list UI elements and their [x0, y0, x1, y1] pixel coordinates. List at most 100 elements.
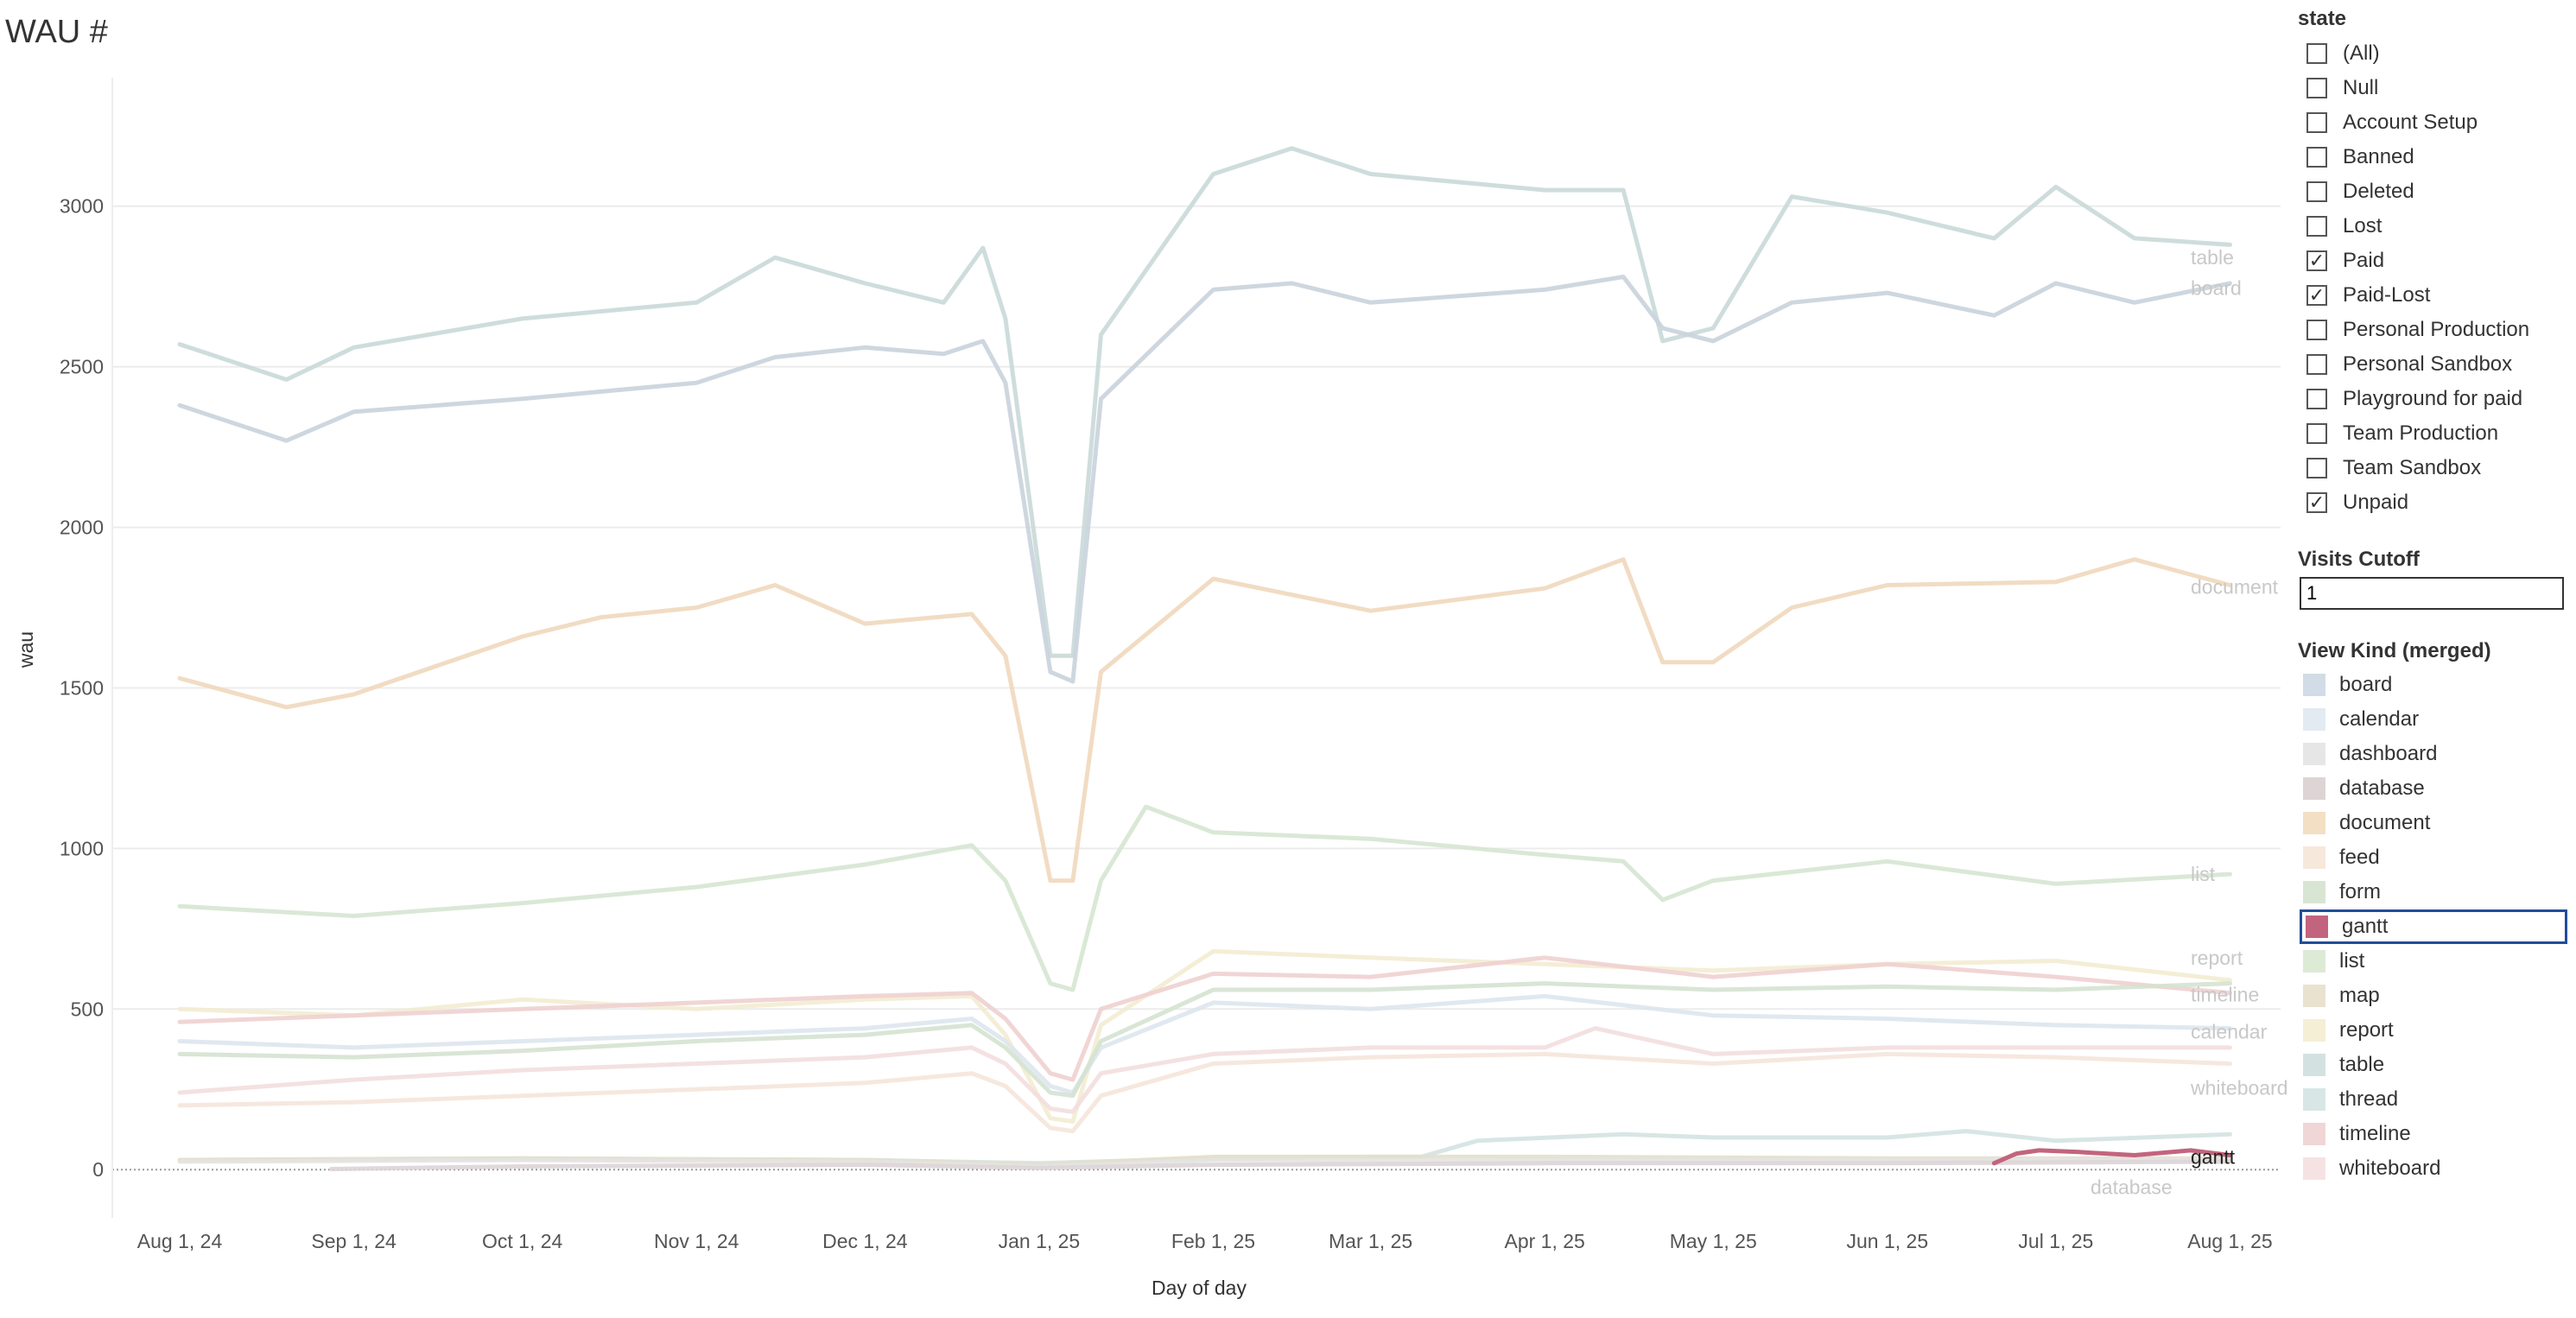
legend-label: thread — [2339, 1087, 2399, 1111]
checkbox-icon[interactable] — [2306, 112, 2327, 133]
series-line-gantt[interactable] — [1991, 1148, 2232, 1166]
checkbox-icon[interactable] — [2306, 389, 2327, 409]
x-tick-label: May 1, 25 — [1670, 1230, 1757, 1252]
legend-label: table — [2339, 1053, 2385, 1076]
state-option[interactable]: Team Sandbox — [2306, 451, 2481, 485]
legend-item-report[interactable]: report — [2300, 1013, 2567, 1048]
series-end-label: list — [2191, 863, 2216, 885]
state-option[interactable]: Null — [2306, 71, 2378, 105]
legend-label: form — [2339, 880, 2381, 903]
state-option-label: Playground for paid — [2343, 387, 2523, 410]
series-line-list[interactable] — [177, 804, 2232, 992]
legend-swatch — [2303, 1088, 2325, 1111]
state-option-label: Paid — [2343, 249, 2385, 272]
legend-item-thread[interactable]: thread — [2300, 1082, 2567, 1117]
state-option[interactable]: Playground for paid — [2306, 382, 2522, 416]
checkbox-icon[interactable] — [2306, 147, 2327, 168]
legend-label: report — [2339, 1018, 2394, 1042]
legend-item-document[interactable]: document — [2300, 806, 2567, 840]
checkbox-icon[interactable] — [2306, 423, 2327, 444]
legend-label: board — [2339, 673, 2393, 696]
legend-item-list[interactable]: list — [2300, 944, 2567, 979]
checked-checkbox-icon[interactable]: ✓ — [2306, 492, 2327, 513]
state-option-label: Paid-Lost — [2343, 283, 2431, 307]
series-line-document[interactable] — [177, 557, 2232, 884]
series-line-dashboard[interactable] — [177, 1157, 2232, 1169]
checkbox-icon[interactable] — [2306, 43, 2327, 64]
y-tick-label: 3000 — [60, 195, 104, 218]
x-tick-label: Feb 1, 25 — [1171, 1230, 1255, 1252]
series-end-label: board — [2191, 277, 2242, 300]
state-option[interactable]: (All) — [2306, 36, 2380, 71]
series-end-label: timeline — [2191, 984, 2259, 1006]
state-option[interactable]: Personal Production — [2306, 313, 2529, 347]
state-option[interactable]: Banned — [2306, 140, 2414, 174]
legend-swatch — [2303, 950, 2325, 973]
state-option[interactable]: ✓ Paid-Lost — [2306, 278, 2430, 313]
legend-item-calendar[interactable]: calendar — [2300, 702, 2567, 737]
state-option-label: Personal Production — [2343, 318, 2530, 341]
legend-label: whiteboard — [2339, 1156, 2441, 1180]
state-option-label: Team Sandbox — [2343, 456, 2482, 479]
legend-item-board[interactable]: board — [2300, 668, 2567, 702]
y-tick-label: 500 — [71, 998, 104, 1020]
x-tick-label: Apr 1, 25 — [1504, 1230, 1584, 1252]
series-end-label: table — [2191, 246, 2234, 269]
checked-checkbox-icon[interactable]: ✓ — [2306, 250, 2327, 271]
legend-swatch — [2303, 743, 2325, 765]
series-line-form[interactable] — [177, 981, 2232, 1099]
series-lines — [177, 146, 2232, 1171]
legend-label: database — [2339, 776, 2425, 800]
series-end-label: document — [2191, 575, 2279, 598]
legend-item-dashboard[interactable]: dashboard — [2300, 737, 2567, 771]
checkbox-icon[interactable] — [2306, 216, 2327, 237]
legend-item-table[interactable]: table — [2300, 1048, 2567, 1082]
state-option[interactable]: ✓ Paid — [2306, 244, 2384, 278]
y-tick-label: 1000 — [60, 837, 104, 859]
series-end-label: database — [2091, 1176, 2173, 1199]
legend-label: list — [2339, 949, 2365, 973]
series-end-label: whiteboard — [2190, 1076, 2288, 1099]
series-line-board[interactable] — [177, 275, 2232, 684]
x-tick-label: Mar 1, 25 — [1329, 1230, 1412, 1252]
x-tick-label: Jun 1, 25 — [1846, 1230, 1928, 1252]
legend-swatch — [2303, 812, 2325, 834]
checkbox-icon[interactable] — [2306, 354, 2327, 375]
legend-swatch — [2303, 881, 2325, 903]
legend-item-feed[interactable]: feed — [2300, 840, 2567, 875]
visits-cutoff-input[interactable] — [2300, 577, 2564, 610]
state-option[interactable]: Personal Sandbox — [2306, 347, 2512, 382]
series-line-whiteboard[interactable] — [177, 1026, 2232, 1114]
legend-item-form[interactable]: form — [2300, 875, 2567, 909]
checkbox-icon[interactable] — [2306, 458, 2327, 478]
state-option[interactable]: Lost — [2306, 209, 2382, 244]
series-line-table[interactable] — [177, 146, 2232, 658]
series-line-feed[interactable] — [177, 1051, 2232, 1134]
legend-swatch — [2303, 1157, 2325, 1180]
legend-swatch — [2303, 777, 2325, 800]
state-option[interactable]: Account Setup — [2306, 105, 2478, 140]
legend-item-database[interactable]: database — [2300, 771, 2567, 806]
series-line-database[interactable] — [329, 1159, 2232, 1171]
legend-swatch — [2303, 708, 2325, 731]
checked-checkbox-icon[interactable]: ✓ — [2306, 285, 2327, 306]
legend-item-timeline[interactable]: timeline — [2300, 1117, 2567, 1151]
y-tick-label: 2000 — [60, 516, 104, 539]
checkbox-icon[interactable] — [2306, 78, 2327, 98]
state-option[interactable]: ✓ Unpaid — [2306, 485, 2408, 520]
series-line-timeline[interactable] — [177, 955, 2232, 1082]
legend-swatch — [2303, 985, 2325, 1007]
legend-item-map[interactable]: map — [2300, 979, 2567, 1013]
legend-swatch — [2303, 674, 2325, 696]
x-tick-label: Oct 1, 24 — [482, 1230, 563, 1252]
legend-swatch — [2303, 1019, 2325, 1042]
legend-item-whiteboard[interactable]: whiteboard — [2300, 1151, 2567, 1186]
state-option-label: Deleted — [2343, 180, 2414, 203]
checkbox-icon[interactable] — [2306, 181, 2327, 202]
checkbox-icon[interactable] — [2306, 320, 2327, 340]
state-option-label: Unpaid — [2343, 491, 2409, 514]
legend-item-gantt[interactable]: gantt — [2300, 909, 2567, 944]
state-option[interactable]: Deleted — [2306, 174, 2414, 209]
y-tick-label: 2500 — [60, 356, 104, 378]
state-option[interactable]: Team Production — [2306, 416, 2498, 451]
